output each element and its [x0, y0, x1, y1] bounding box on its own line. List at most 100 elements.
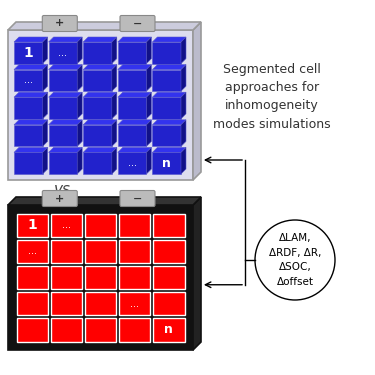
Polygon shape [112, 64, 117, 91]
Text: −: − [133, 194, 142, 204]
Text: +: + [55, 194, 64, 204]
Polygon shape [146, 92, 152, 119]
Polygon shape [49, 42, 77, 64]
FancyBboxPatch shape [120, 15, 155, 32]
Polygon shape [181, 92, 186, 119]
Polygon shape [118, 147, 152, 152]
Bar [85, 266, 116, 289]
Polygon shape [152, 42, 181, 64]
FancyBboxPatch shape [42, 15, 77, 32]
Bar [51, 266, 82, 289]
Polygon shape [83, 97, 112, 119]
Polygon shape [43, 147, 48, 174]
Polygon shape [152, 70, 181, 91]
Polygon shape [152, 92, 186, 97]
Polygon shape [14, 64, 48, 70]
Polygon shape [83, 42, 112, 64]
Text: vs.: vs. [54, 182, 76, 196]
Text: +: + [55, 18, 64, 28]
Text: n: n [162, 157, 171, 170]
Polygon shape [181, 147, 186, 174]
Polygon shape [112, 120, 117, 146]
Polygon shape [112, 147, 117, 174]
Text: 1: 1 [27, 218, 37, 232]
Bar [16, 213, 48, 237]
Polygon shape [118, 152, 146, 174]
Polygon shape [112, 92, 117, 119]
Bar [85, 292, 116, 315]
Polygon shape [49, 92, 82, 97]
FancyBboxPatch shape [120, 190, 155, 207]
FancyBboxPatch shape [42, 190, 77, 207]
Bar [85, 240, 116, 263]
Polygon shape [49, 152, 77, 174]
Text: ...: ... [62, 220, 71, 230]
Circle shape [255, 220, 335, 300]
Polygon shape [83, 70, 112, 91]
Bar [85, 213, 116, 237]
Bar [8, 205, 193, 350]
Polygon shape [118, 92, 152, 97]
Polygon shape [118, 97, 146, 119]
Polygon shape [83, 152, 112, 174]
Polygon shape [83, 120, 117, 125]
Polygon shape [193, 197, 201, 350]
Polygon shape [8, 197, 201, 205]
Polygon shape [83, 92, 117, 97]
Polygon shape [112, 37, 117, 64]
Polygon shape [118, 125, 146, 146]
Polygon shape [49, 37, 82, 42]
Text: ...: ... [130, 299, 139, 309]
Polygon shape [14, 97, 43, 119]
Polygon shape [77, 92, 82, 119]
Bar [16, 292, 48, 315]
Polygon shape [43, 37, 48, 64]
Text: Segmented cell
approaches for
inhomogeneity
modes simulations: Segmented cell approaches for inhomogene… [213, 63, 331, 130]
Polygon shape [49, 70, 77, 91]
Bar [119, 292, 150, 315]
Polygon shape [77, 147, 82, 174]
Bar [153, 240, 184, 263]
Bar [16, 318, 48, 342]
Polygon shape [14, 120, 48, 125]
Polygon shape [152, 120, 186, 125]
Polygon shape [152, 37, 186, 42]
Text: 1: 1 [23, 46, 33, 60]
Bar [119, 318, 150, 342]
Text: ...: ... [24, 75, 33, 86]
Polygon shape [146, 37, 152, 64]
Polygon shape [49, 64, 82, 70]
Polygon shape [14, 92, 48, 97]
Polygon shape [14, 37, 48, 42]
Bar [85, 318, 116, 342]
Bar [119, 240, 150, 263]
Bar [51, 318, 82, 342]
Polygon shape [14, 70, 43, 91]
Polygon shape [181, 37, 186, 64]
Polygon shape [146, 64, 152, 91]
Text: ...: ... [28, 246, 37, 256]
Bar [119, 266, 150, 289]
Bar [16, 240, 48, 263]
Polygon shape [118, 120, 152, 125]
Bar [51, 292, 82, 315]
Polygon shape [118, 42, 146, 64]
Polygon shape [14, 125, 43, 146]
Bar [153, 318, 184, 342]
Polygon shape [118, 37, 152, 42]
Text: ΔLAM,
ΔRDF, ΔR,
ΔSOC,
Δoffset: ΔLAM, ΔRDF, ΔR, ΔSOC, Δoffset [269, 233, 321, 287]
Polygon shape [43, 120, 48, 146]
Polygon shape [181, 64, 186, 91]
Polygon shape [8, 22, 201, 30]
Polygon shape [14, 147, 48, 152]
Polygon shape [146, 147, 152, 174]
Polygon shape [77, 37, 82, 64]
Polygon shape [83, 64, 117, 70]
Bar [8, 30, 193, 180]
Bar [153, 292, 184, 315]
Polygon shape [14, 42, 43, 64]
Text: ...: ... [58, 48, 68, 58]
Polygon shape [146, 120, 152, 146]
Polygon shape [49, 125, 77, 146]
Polygon shape [193, 22, 201, 180]
